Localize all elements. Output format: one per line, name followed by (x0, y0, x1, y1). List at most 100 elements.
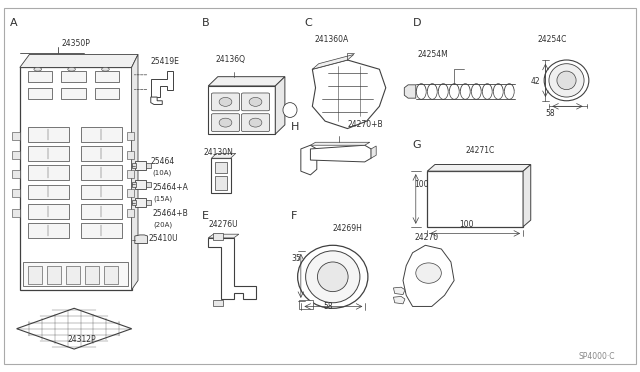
Text: 24254M: 24254M (417, 50, 448, 59)
Text: 24350P: 24350P (61, 39, 90, 48)
Polygon shape (208, 234, 239, 238)
Ellipse shape (102, 67, 109, 71)
FancyBboxPatch shape (211, 93, 239, 111)
Text: 24270+B: 24270+B (348, 121, 383, 129)
Text: 25410U: 25410U (149, 234, 179, 243)
Text: 24312P: 24312P (68, 335, 97, 344)
FancyBboxPatch shape (299, 300, 313, 310)
FancyBboxPatch shape (12, 132, 20, 140)
Polygon shape (151, 71, 173, 97)
Polygon shape (428, 164, 531, 171)
FancyBboxPatch shape (95, 71, 120, 82)
Text: 42: 42 (531, 77, 540, 86)
FancyBboxPatch shape (147, 200, 151, 205)
FancyBboxPatch shape (28, 88, 52, 99)
Polygon shape (20, 54, 138, 67)
Polygon shape (275, 77, 285, 134)
Text: 58: 58 (545, 109, 555, 118)
Ellipse shape (544, 60, 589, 101)
FancyBboxPatch shape (81, 223, 122, 238)
Ellipse shape (34, 67, 42, 71)
FancyBboxPatch shape (85, 266, 99, 284)
FancyBboxPatch shape (81, 127, 122, 141)
Polygon shape (208, 238, 256, 299)
FancyBboxPatch shape (147, 182, 151, 187)
Polygon shape (394, 296, 405, 304)
FancyBboxPatch shape (208, 86, 275, 134)
Polygon shape (301, 145, 317, 175)
FancyBboxPatch shape (147, 163, 151, 168)
Polygon shape (394, 287, 405, 295)
Polygon shape (135, 161, 147, 170)
FancyBboxPatch shape (66, 266, 80, 284)
FancyBboxPatch shape (127, 170, 134, 178)
Text: 100: 100 (415, 180, 429, 189)
FancyBboxPatch shape (95, 88, 120, 99)
Ellipse shape (317, 262, 348, 292)
FancyBboxPatch shape (28, 185, 69, 199)
FancyBboxPatch shape (12, 189, 20, 198)
FancyBboxPatch shape (127, 209, 134, 217)
FancyBboxPatch shape (28, 71, 52, 82)
Ellipse shape (68, 67, 76, 71)
Text: 58: 58 (324, 302, 333, 311)
FancyBboxPatch shape (4, 8, 636, 364)
Text: 25464+B: 25464+B (152, 209, 188, 218)
FancyBboxPatch shape (28, 204, 69, 219)
Text: 241360A: 241360A (315, 35, 349, 44)
Text: 24130N: 24130N (204, 148, 234, 157)
Text: E: E (202, 211, 209, 221)
Text: 24136Q: 24136Q (216, 55, 246, 64)
Text: (10A): (10A) (152, 170, 172, 176)
Text: 35: 35 (291, 254, 301, 263)
Ellipse shape (249, 118, 262, 127)
FancyBboxPatch shape (81, 146, 122, 161)
Text: SP4000·C: SP4000·C (579, 352, 615, 361)
FancyBboxPatch shape (81, 185, 122, 199)
Text: (15A): (15A) (154, 196, 172, 202)
Polygon shape (371, 146, 376, 158)
FancyBboxPatch shape (28, 127, 69, 141)
Text: 25464+A: 25464+A (152, 183, 188, 192)
Text: 24269H: 24269H (332, 224, 362, 233)
FancyBboxPatch shape (28, 266, 42, 284)
FancyBboxPatch shape (23, 262, 129, 286)
Text: 24271C: 24271C (466, 146, 495, 155)
Polygon shape (312, 54, 354, 69)
Ellipse shape (249, 97, 262, 106)
FancyBboxPatch shape (28, 223, 69, 238)
Polygon shape (211, 153, 236, 158)
Text: H: H (291, 122, 300, 132)
Text: (20A): (20A) (154, 222, 172, 228)
FancyBboxPatch shape (127, 189, 134, 198)
Ellipse shape (298, 245, 368, 308)
FancyBboxPatch shape (214, 176, 227, 190)
Ellipse shape (416, 263, 442, 283)
FancyBboxPatch shape (241, 114, 269, 132)
FancyBboxPatch shape (12, 151, 20, 159)
FancyBboxPatch shape (104, 266, 118, 284)
Text: 24276U: 24276U (208, 221, 238, 230)
Text: F: F (291, 211, 298, 221)
Text: 24254C: 24254C (537, 35, 566, 44)
Polygon shape (523, 164, 531, 227)
FancyBboxPatch shape (428, 171, 523, 227)
Text: G: G (413, 140, 421, 150)
FancyBboxPatch shape (47, 266, 61, 284)
Polygon shape (310, 145, 371, 162)
FancyBboxPatch shape (132, 163, 136, 168)
Polygon shape (135, 180, 147, 189)
FancyBboxPatch shape (81, 165, 122, 180)
FancyBboxPatch shape (20, 67, 132, 290)
Ellipse shape (283, 103, 297, 118)
Ellipse shape (219, 97, 232, 106)
Ellipse shape (557, 71, 576, 90)
Polygon shape (403, 245, 454, 307)
Ellipse shape (306, 251, 360, 303)
Text: D: D (413, 18, 421, 28)
Text: B: B (202, 18, 209, 28)
FancyBboxPatch shape (127, 132, 134, 140)
FancyBboxPatch shape (213, 300, 223, 307)
Text: 25419E: 25419E (151, 57, 180, 66)
FancyBboxPatch shape (81, 204, 122, 219)
